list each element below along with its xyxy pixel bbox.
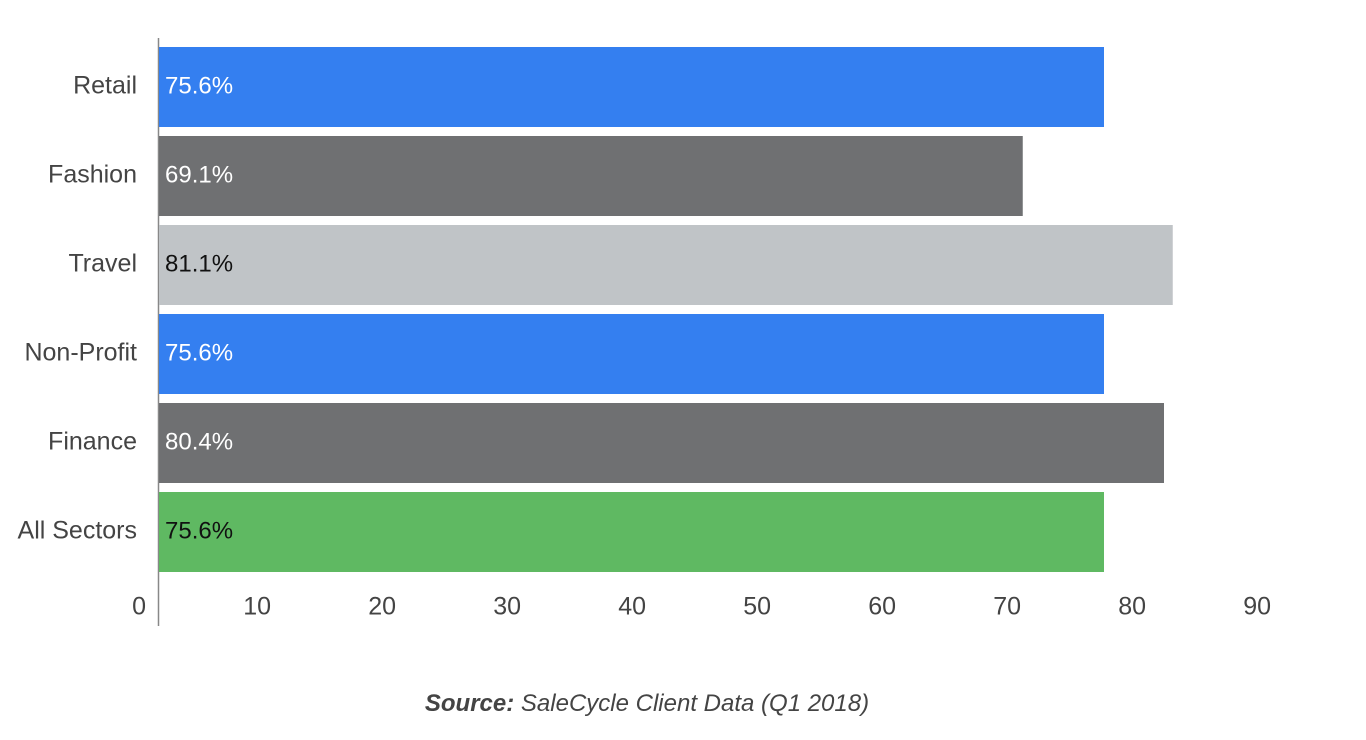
y-tick-label: All Sectors [18,517,137,545]
x-tick-label: 80 [1118,593,1146,621]
bar [159,225,1173,305]
bar [159,492,1104,572]
bar [159,136,1023,216]
y-tick-label: Fashion [48,161,137,189]
x-tick-label: 20 [368,593,396,621]
x-tick-label: 0 [132,593,146,621]
bar [159,314,1104,394]
value-label: 75.6% [165,517,233,544]
x-tick-label: 50 [743,593,771,621]
y-tick-label: Retail [73,72,137,100]
y-tick-label: Non-Profit [24,339,137,367]
x-tick-label: 40 [618,593,646,621]
y-tick-label: Finance [48,428,137,456]
x-tick-label: 90 [1243,593,1271,621]
source-note: Source: SaleCycle Client Data (Q1 2018) [425,690,869,717]
value-label: 75.6% [165,72,233,99]
bar [159,403,1164,483]
source-text: SaleCycle Client Data (Q1 2018) [521,690,869,717]
value-label: 75.6% [165,339,233,366]
value-label: 81.1% [165,250,233,277]
value-label: 80.4% [165,428,233,455]
bar [159,47,1104,127]
x-tick-label: 60 [868,593,896,621]
y-tick-label: Travel [68,250,137,278]
value-label: 69.1% [165,161,233,188]
x-tick-label: 30 [493,593,521,621]
x-tick-label: 70 [993,593,1021,621]
source-label: Source: [425,690,514,717]
x-tick-label: 10 [243,593,271,621]
